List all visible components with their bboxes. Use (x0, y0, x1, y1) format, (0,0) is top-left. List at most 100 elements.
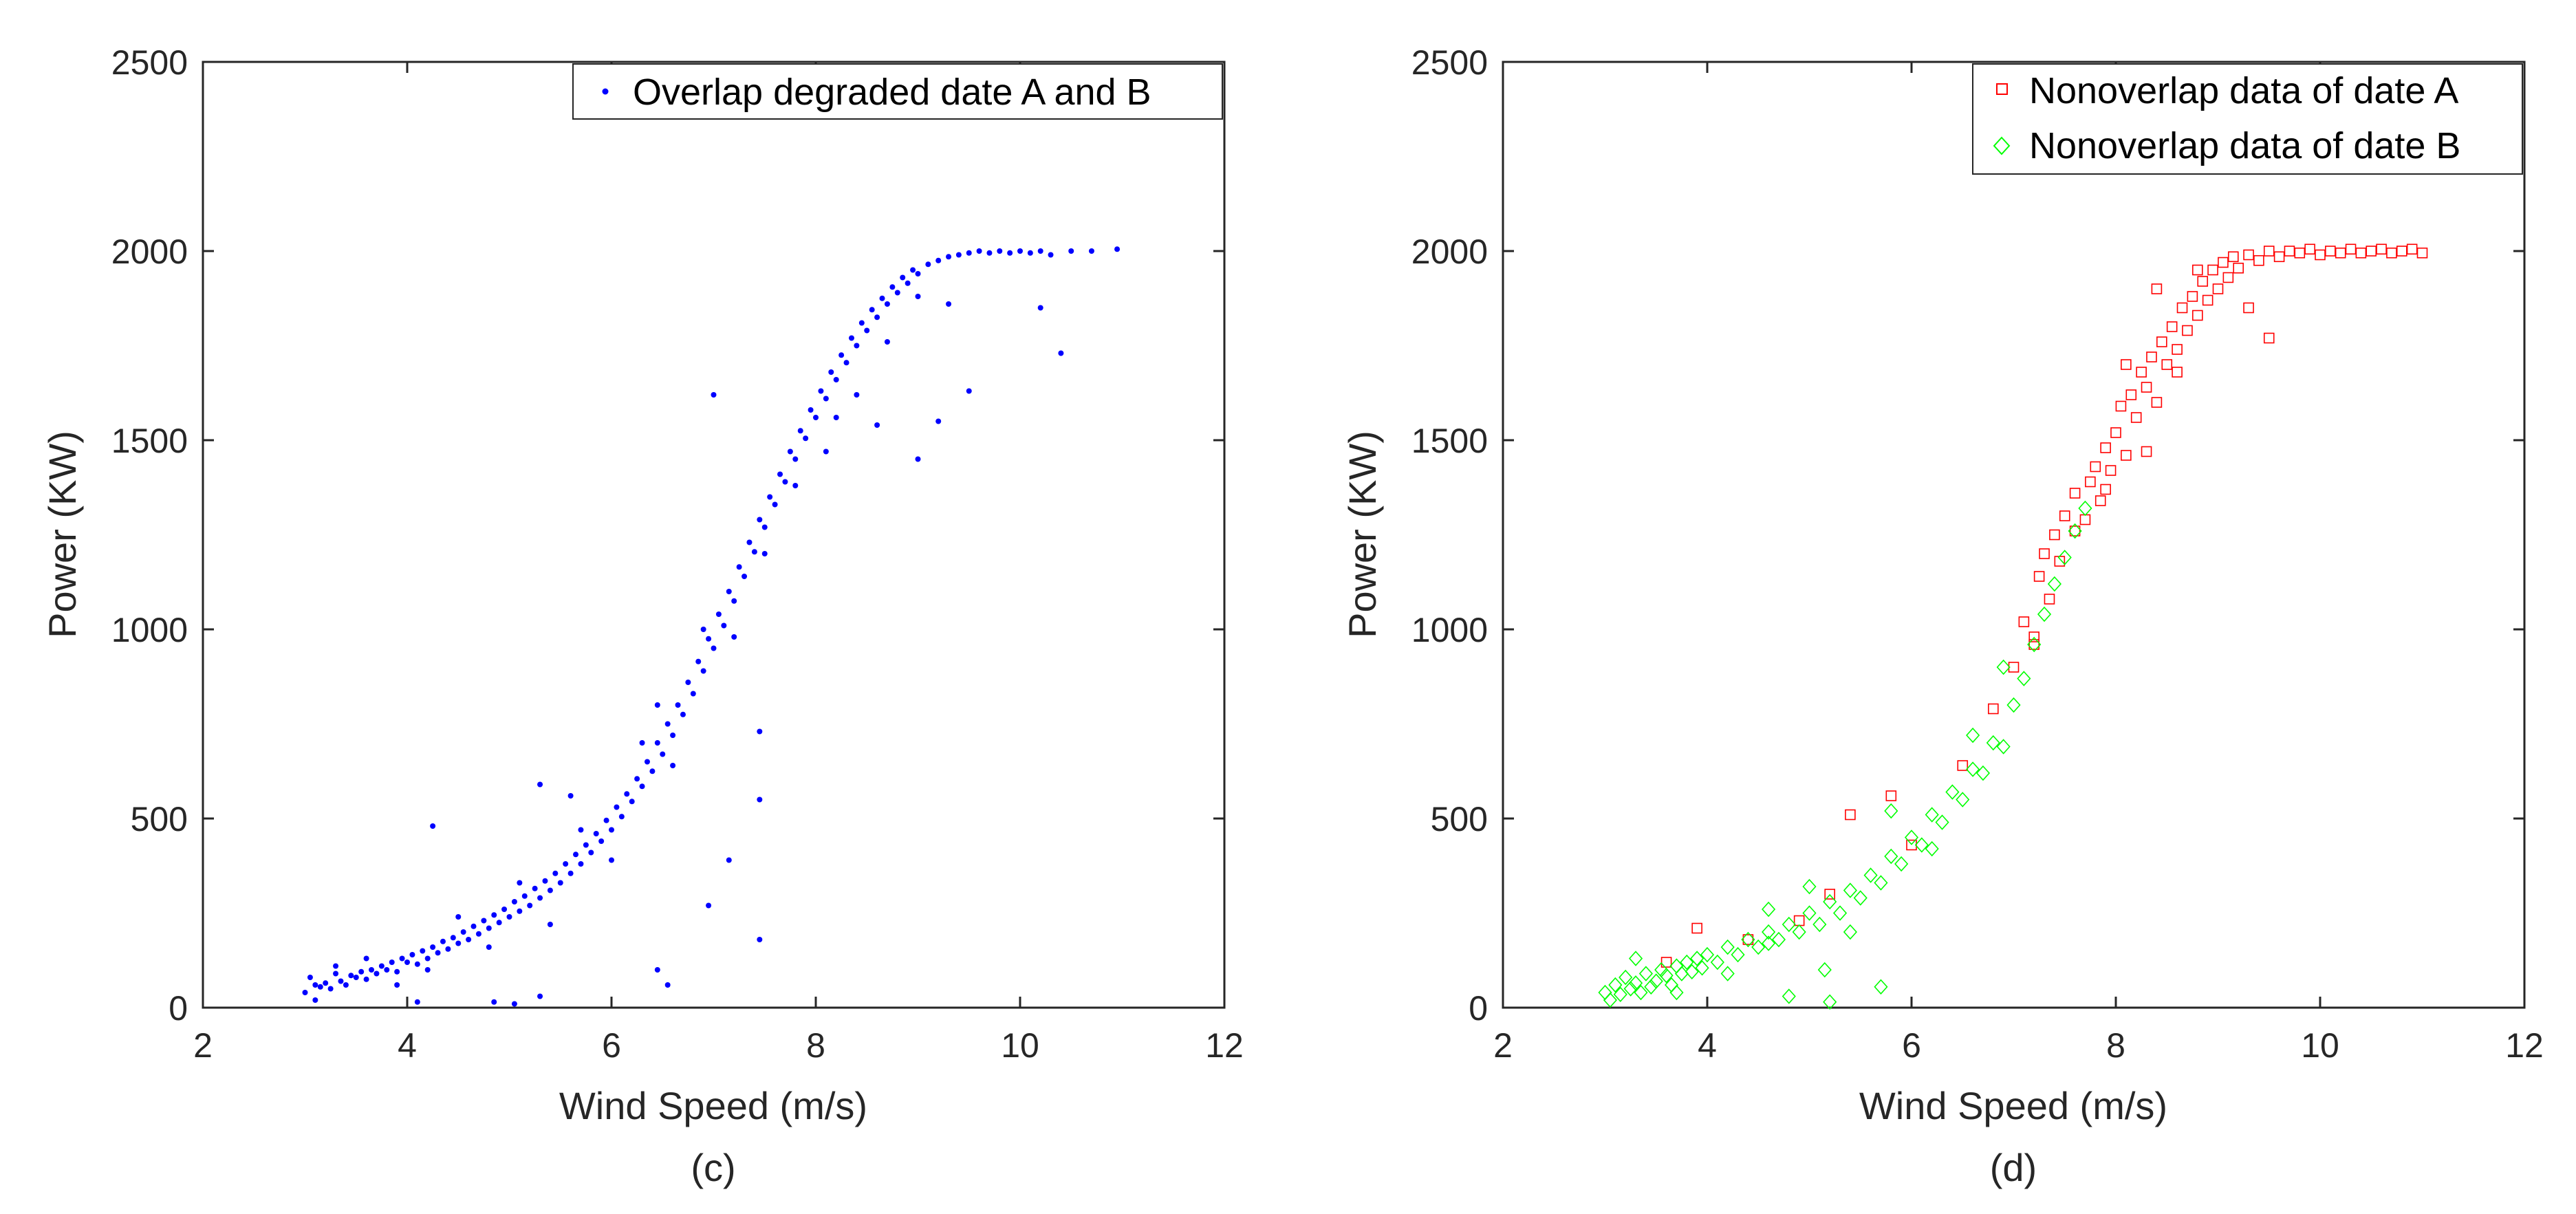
panel-d-series-1-point (1863, 867, 1878, 883)
panel-c-series-0-point (466, 937, 472, 942)
panel-d-series-1-point (1720, 939, 1735, 955)
panel-c-series-0-point (353, 975, 359, 980)
panel-c-series-0-point (389, 960, 395, 965)
panel-d-series-1-point (1823, 893, 1837, 910)
panel-c-series-0-point (567, 793, 574, 799)
panel-c-series-0-point (884, 339, 890, 345)
panel-d-series-0-point (2233, 262, 2244, 274)
panel-c-series-0-point (409, 952, 415, 957)
panel-c-series-0-point (889, 284, 896, 290)
panel-c-series-0-point (333, 963, 339, 969)
panel-c-series-0-point (424, 967, 431, 973)
panel-c-y-tick-label: 2500 (111, 43, 188, 82)
panel-c-series-0-point (946, 301, 952, 307)
panel-d-x-tick-label: 8 (2106, 1026, 2125, 1065)
panel-d-series-0-point (2192, 310, 2203, 321)
panel-c-series-0-point (1027, 250, 1033, 256)
panel-d-series-1-point (2006, 697, 2021, 713)
panel-c-series-0-point (374, 971, 380, 977)
panel-c-series-0-point (787, 448, 793, 455)
panel-c-series-0-point (797, 428, 803, 434)
panel-d-legend-marker-a (1996, 83, 2008, 95)
panel-d-series-0-point (2325, 246, 2336, 257)
panel-c-series-0-point (818, 388, 824, 394)
panel-d-legend-label-a: Nonoverlap data of date A (2029, 70, 2458, 111)
panel-c-series-0-point (935, 257, 942, 263)
panel-c-series-0-point (726, 589, 732, 594)
panel-d-series-0-point (2263, 332, 2275, 344)
panel-c-series-0-point (639, 740, 645, 746)
panel-c-y-tick-label: 2000 (111, 232, 188, 271)
panel-d-series-0-point (2187, 291, 2198, 302)
panel-d-series-1-point (1603, 992, 1618, 1008)
panel-c-series-0-point (629, 799, 635, 805)
panel-d-series-1-point (1966, 727, 1980, 744)
panel-c-series-0-point (435, 950, 441, 956)
panel-d-series-0-point (2197, 276, 2209, 287)
panel-d-series-0-point (2130, 412, 2142, 423)
panel-c-series-0-point (445, 946, 451, 952)
panel-d-series-1-point (2047, 576, 2061, 592)
panel-d-series-0-point (2044, 594, 2055, 605)
panel-d-series-1-point (1884, 803, 1898, 819)
panel-c-series-0-point (394, 982, 400, 988)
panel-d-x-ticks: 2 4 6 8 10 12 (1493, 62, 2544, 1065)
panel-d-series-0-point (2207, 264, 2218, 276)
panel-d-series-0-point (2090, 461, 2101, 473)
panel-c-series-0-point (369, 967, 375, 973)
panel-c-legend: Overlap degraded date A and B (572, 63, 1223, 120)
panel-c-series-0-point (348, 973, 354, 979)
panel-d-axes-box (1502, 61, 2526, 1009)
panel-d-series-0-point (2100, 442, 2111, 453)
panel-c-series-0-point (649, 768, 656, 774)
panel-c-series-0-point (532, 885, 538, 891)
panel-c-series-0-point (634, 776, 640, 782)
panel-d-series-1-point (1619, 969, 1633, 986)
panel-c-series-0-point (670, 733, 676, 738)
panel-c-series-0-point (486, 944, 492, 950)
panel-c-series-0-point (481, 918, 487, 924)
panel-d-series-1-point (1638, 966, 1653, 982)
panel-d-series-1-point (1812, 916, 1827, 933)
panel-c-axes-box (202, 61, 1226, 1009)
panel-d-series-0-point (2222, 272, 2234, 283)
panel-d-series-1-point (1914, 837, 1929, 853)
panel-d-series-0-point (2136, 367, 2147, 378)
panel-c-series-0-point (557, 880, 563, 886)
panel-d-series-0-point (2161, 359, 2173, 370)
panel-c-legend-marker (602, 88, 609, 95)
panel-d-series-1-point (1996, 659, 2011, 675)
panel-d-x-tick-label: 6 (1902, 1026, 1921, 1065)
panel-c-series-0-point (680, 711, 686, 717)
panel-c-series-0-point (833, 415, 839, 420)
panel-d-series-1-point (1628, 951, 1643, 966)
panel-d-series-1-point (1623, 981, 1638, 997)
panel-d-series-0-point (2105, 465, 2117, 476)
panel-c-series-0-point (966, 250, 972, 256)
panel-c-series-0-point (312, 997, 318, 1003)
panel-c-series-0-point (343, 982, 349, 988)
panel-d-legend: Nonoverlap data of date A Nonoverlap dat… (1972, 63, 2523, 175)
panel-d-series-0-point (2028, 639, 2039, 650)
panel-d-y-tick-label: 500 (1431, 800, 1488, 838)
panel-c-series-0-point (731, 598, 737, 604)
panel-c-series-0-point (317, 984, 323, 990)
panel-c-series-0-point (1058, 350, 1064, 356)
panel-c-series-0-point (808, 407, 814, 413)
panel-c-series-0-point (394, 968, 400, 975)
panel-c-series-0-point (742, 574, 748, 579)
panel-d-series-0-point (1742, 934, 1754, 945)
panel-c-series-0-point (874, 314, 880, 321)
panel-c-series-0-point (751, 549, 757, 555)
panel-d-series-0-point (2273, 251, 2285, 263)
panel-c-legend-box (572, 63, 1223, 120)
panel-c-series-0-point (721, 622, 727, 629)
panel-c-series-0-point (414, 961, 420, 967)
panel-c-series-0-point (338, 978, 344, 984)
panel-c-series-0-point (399, 955, 405, 962)
panel-c-series-0-point (1007, 250, 1013, 256)
panel-d-series-0-point (2008, 662, 2020, 673)
panel-d-series-0-point (1906, 839, 1917, 851)
panel-c-series-0-point (833, 377, 839, 382)
panel-c-x-tick-label: 12 (1205, 1026, 1244, 1065)
